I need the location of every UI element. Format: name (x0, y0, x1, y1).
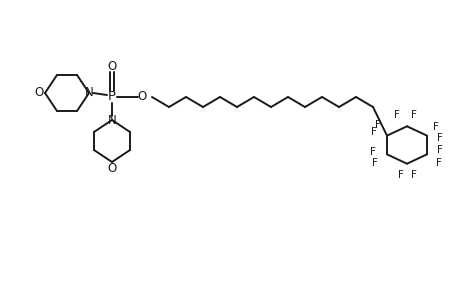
Text: F: F (437, 133, 443, 143)
Text: N: N (85, 86, 94, 99)
Text: O: O (34, 86, 44, 99)
Text: F: F (436, 158, 441, 168)
Text: P: P (108, 90, 116, 103)
Text: N: N (108, 114, 117, 127)
Text: F: F (370, 147, 376, 157)
Text: F: F (437, 145, 443, 155)
Text: F: F (397, 171, 404, 180)
Text: F: F (410, 171, 416, 180)
Text: F: F (371, 127, 377, 137)
Text: O: O (137, 90, 147, 103)
Text: F: F (375, 120, 381, 130)
Text: O: O (108, 162, 117, 175)
Text: O: O (108, 60, 117, 73)
Text: F: F (433, 122, 439, 131)
Text: F: F (394, 110, 400, 120)
Text: F: F (410, 110, 416, 120)
Text: F: F (372, 158, 378, 168)
